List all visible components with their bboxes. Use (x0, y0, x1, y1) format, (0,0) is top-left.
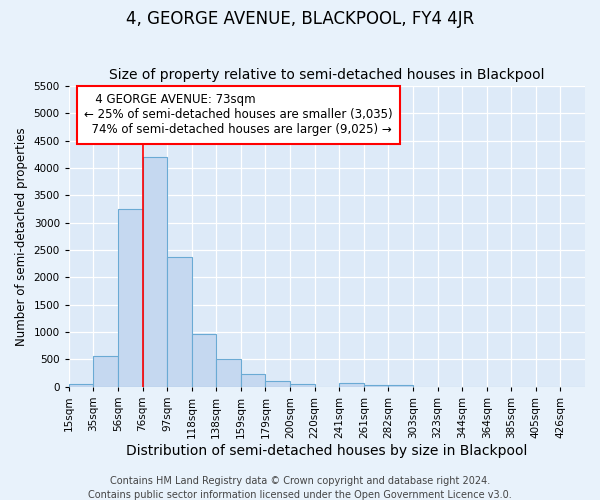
X-axis label: Distribution of semi-detached houses by size in Blackpool: Distribution of semi-detached houses by … (126, 444, 527, 458)
Bar (94, 356, 118, 387)
Text: Contains HM Land Registry data © Crown copyright and database right 2024.
Contai: Contains HM Land Registry data © Crown c… (88, 476, 512, 500)
Bar (265, 381, 290, 387)
Bar (290, 384, 314, 387)
Text: 4 GEORGE AVENUE: 73sqm
← 25% of semi-detached houses are smaller (3,035)
  74% o: 4 GEORGE AVENUE: 73sqm ← 25% of semi-det… (85, 94, 393, 136)
Bar (217, 360, 241, 387)
Bar (364, 385, 388, 387)
Title: Size of property relative to semi-detached houses in Blackpool: Size of property relative to semi-detach… (109, 68, 545, 82)
Bar (143, 157, 167, 387)
Bar (167, 257, 192, 387)
Y-axis label: Number of semi-detached properties: Number of semi-detached properties (15, 127, 28, 346)
Bar (192, 334, 216, 387)
Bar (118, 209, 143, 387)
Bar (388, 385, 413, 387)
Bar (69, 384, 94, 387)
Bar (241, 374, 265, 387)
Text: 4, GEORGE AVENUE, BLACKPOOL, FY4 4JR: 4, GEORGE AVENUE, BLACKPOOL, FY4 4JR (126, 10, 474, 28)
Bar (339, 383, 364, 387)
